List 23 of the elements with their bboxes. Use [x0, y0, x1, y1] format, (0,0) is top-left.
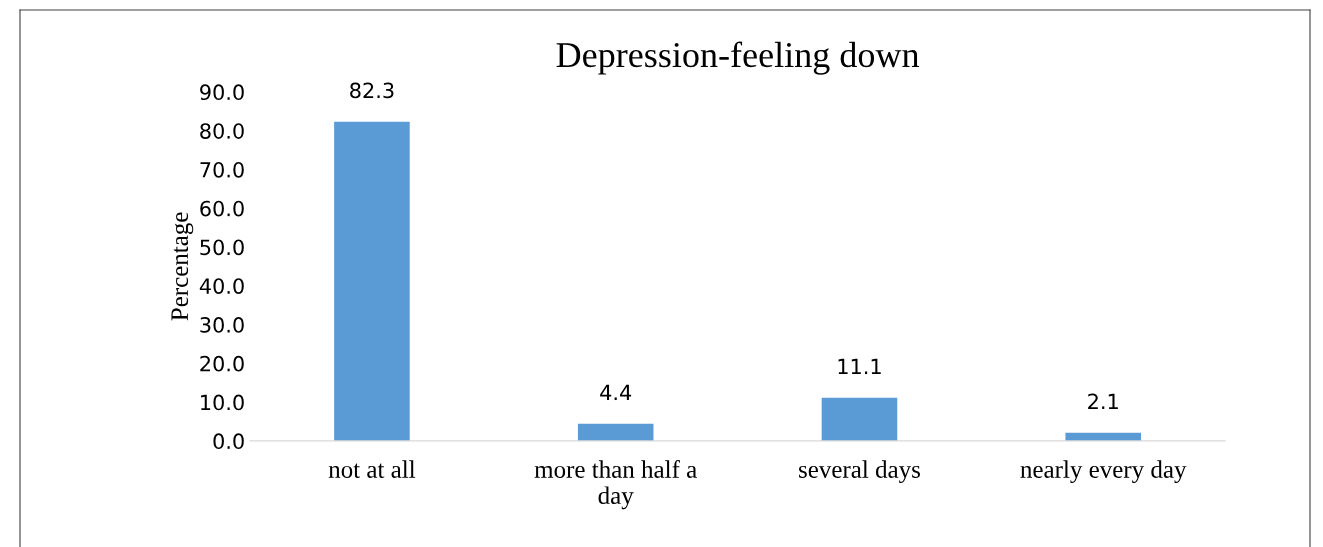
data-label: 2.1 — [1088, 393, 1118, 409]
y-tick-label: 40.0 — [199, 278, 244, 294]
y-tick-label: 30.0 — [200, 317, 244, 333]
y-tick-label: 60.0 — [200, 200, 244, 217]
y-axis-title: Percentage — [171, 212, 194, 321]
y-tick-label: 20.0 — [200, 355, 244, 372]
data-label: 82.3 — [350, 82, 394, 99]
x-tick-label: not at all — [328, 460, 416, 478]
x-tick-label: nearly every day — [1020, 460, 1187, 484]
bar — [821, 397, 898, 441]
y-tick-label: 70.0 — [200, 161, 244, 178]
chart-title: Depression-feeling down — [556, 41, 920, 75]
x-tick-label: more than half a day — [534, 460, 697, 510]
x-tick-label: several days — [799, 460, 920, 484]
y-tick-label: 10.0 — [201, 394, 244, 411]
y-tick-label: 90.0 — [200, 84, 244, 101]
y-tick-label: 50.0 — [200, 239, 244, 256]
y-tick-label: 0.0 — [213, 433, 244, 450]
bar — [334, 121, 410, 441]
data-label: 11.1 — [838, 358, 881, 375]
y-tick-label: 80.0 — [200, 123, 244, 139]
data-label: 4.4 — [600, 384, 632, 401]
bar — [577, 423, 654, 441]
